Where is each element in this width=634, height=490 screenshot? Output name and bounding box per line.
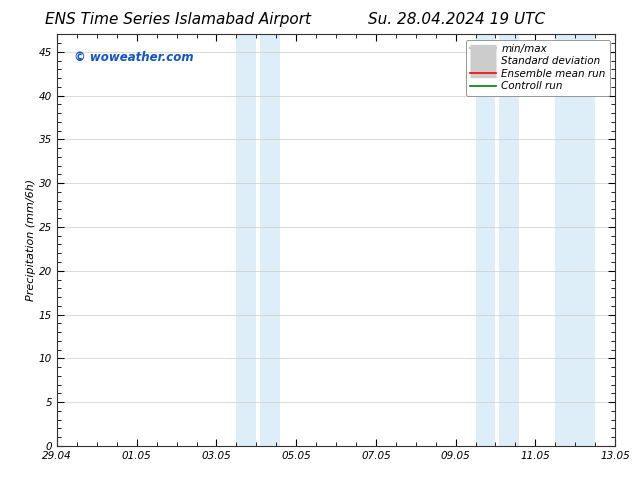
Text: © woweather.com: © woweather.com [74, 51, 193, 64]
Text: ENS Time Series Islamabad Airport: ENS Time Series Islamabad Airport [44, 12, 311, 27]
Bar [476, 34, 495, 446]
Legend: min/max, Standard deviation, Ensemble mean run, Controll run: min/max, Standard deviation, Ensemble me… [466, 40, 610, 96]
Bar [236, 34, 256, 446]
Bar [261, 34, 280, 446]
Y-axis label: Precipitation (mm/6h): Precipitation (mm/6h) [26, 179, 36, 301]
Bar [555, 34, 595, 446]
Text: Su. 28.04.2024 19 UTC: Su. 28.04.2024 19 UTC [368, 12, 545, 27]
Bar [500, 34, 519, 446]
